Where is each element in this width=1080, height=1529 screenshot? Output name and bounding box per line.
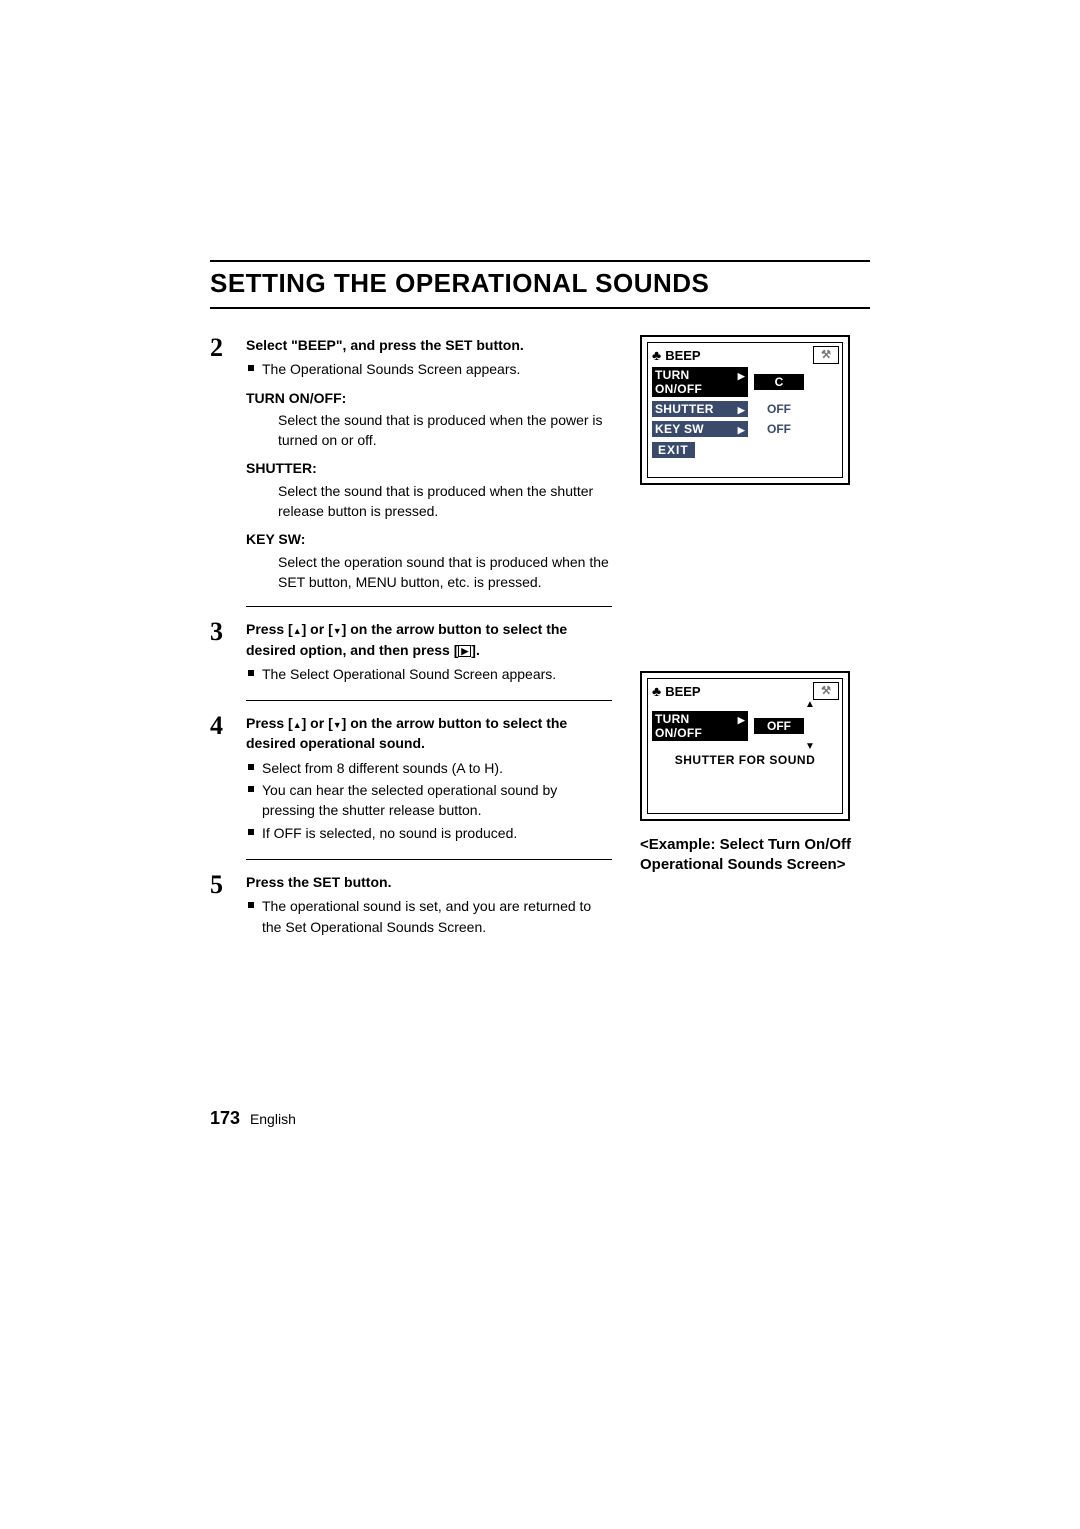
lcd-title: BEEP	[665, 684, 700, 699]
step-sep-3-4	[246, 700, 612, 701]
step-2-list: The Operational Sounds Screen appears.	[246, 359, 612, 379]
step-2-head: Select "BEEP", and press the SET button.	[246, 337, 524, 353]
lcd-row-keysw: KEY SW OFF	[648, 419, 842, 439]
def-shutter: SHUTTER: Select the sound that is produc…	[246, 458, 612, 521]
right-arrow-icon	[738, 712, 745, 740]
lcd-value: C	[754, 374, 804, 390]
page-number: 173	[210, 1108, 240, 1128]
def-label: KEY SW:	[246, 529, 612, 549]
step-number: 3	[210, 619, 232, 686]
step-4-head: Press [] or [] on the arrow button to se…	[246, 715, 567, 751]
tool-icon	[813, 346, 839, 364]
lcd-row-turnonoff: TURN ON/OFF OFF	[648, 709, 842, 743]
lcd-value: OFF	[754, 422, 804, 436]
step-5-head: Press the SET button.	[246, 874, 391, 890]
lcd-title-row: BEEP	[648, 343, 842, 365]
step-3-bullet: The Select Operational Sound Screen appe…	[246, 664, 612, 684]
step-3: 3 Press [] or [] on the arrow button to …	[210, 619, 612, 686]
down-arrow-icon	[333, 715, 342, 731]
def-label: SHUTTER:	[246, 458, 612, 478]
def-keysw: KEY SW: Select the operation sound that …	[246, 529, 612, 592]
step-5-b1: The operational sound is set, and you ar…	[246, 896, 612, 937]
up-caret-row: ▲	[648, 701, 842, 709]
step-5: 5 Press the SET button. The operational …	[210, 872, 612, 939]
step-4-b1: Select from 8 different sounds (A to H).	[246, 758, 612, 778]
lcd-mid-text: SHUTTER FOR SOUND	[648, 753, 842, 767]
step-4-list: Select from 8 different sounds (A to H).…	[246, 758, 612, 843]
down-arrow-icon	[333, 621, 342, 637]
right-arrow-icon	[738, 422, 745, 436]
txt: TURN ON/OFF	[655, 712, 738, 740]
right-arrow-icon	[738, 368, 745, 396]
right-arrow-box-icon: ▶	[458, 645, 471, 657]
def-label: TURN ON/OFF:	[246, 388, 612, 408]
step-sep-4-5	[246, 859, 612, 860]
lcd-exit: EXIT	[652, 442, 695, 458]
up-arrow-icon	[293, 621, 302, 637]
step-body: Press [] or [] on the arrow button to se…	[246, 713, 612, 845]
page-title: SETTING THE OPERATIONAL SOUNDS	[210, 268, 870, 299]
step-body: Press [] or [] on the arrow button to se…	[246, 619, 612, 686]
rule-top	[210, 260, 870, 262]
step-5-list: The operational sound is set, and you ar…	[246, 896, 612, 937]
club-icon	[652, 683, 661, 699]
step-number: 5	[210, 872, 232, 939]
spacer	[640, 499, 870, 671]
right-arrow-icon	[738, 402, 745, 416]
txt: ].	[471, 642, 480, 658]
txt: TURN ON/OFF	[655, 368, 738, 396]
def-body: Select the sound that is produced when t…	[246, 410, 612, 451]
lcd-row-turnonoff: TURN ON/OFF C	[648, 365, 842, 399]
step-4: 4 Press [] or [] on the arrow button to …	[210, 713, 612, 845]
txt: SHUTTER	[655, 402, 714, 416]
content-area: 2 Select "BEEP", and press the SET butto…	[210, 335, 870, 947]
lcd-label: SHUTTER	[652, 401, 748, 417]
lcd-title-row: BEEP	[648, 679, 842, 701]
left-column: 2 Select "BEEP", and press the SET butto…	[210, 335, 612, 947]
def-body: Select the operation sound that is produ…	[246, 552, 612, 593]
txt: ] or [	[302, 621, 333, 637]
step-3-list: The Select Operational Sound Screen appe…	[246, 664, 612, 684]
step-3-head: Press [] or [] on the arrow button to se…	[246, 621, 567, 657]
lcd-label: KEY SW	[652, 421, 748, 437]
step-body: Press the SET button. The operational so…	[246, 872, 612, 939]
lcd-title: BEEP	[665, 348, 700, 363]
step-4-b2: You can hear the selected operational so…	[246, 780, 612, 821]
lcd-label: TURN ON/OFF	[652, 711, 748, 741]
lcd-caption: <Example: Select Turn On/Off Operational…	[640, 835, 870, 874]
step-body: Select "BEEP", and press the SET button.…	[246, 335, 612, 592]
lcd-value: OFF	[754, 718, 804, 734]
club-icon	[652, 347, 661, 363]
step-number: 2	[210, 335, 232, 592]
def-body: Select the sound that is produced when t…	[246, 481, 612, 522]
lcd-inner: BEEP ▲ TURN ON/OFF OFF ▼ SHUTTER FOR SOU…	[647, 678, 843, 814]
txt: KEY SW	[655, 422, 704, 436]
step-sep-2-3	[246, 606, 612, 607]
lcd-value: OFF	[754, 402, 804, 416]
txt: Press [	[246, 715, 293, 731]
tool-icon	[813, 682, 839, 700]
page-footer: 173 English	[210, 1108, 296, 1129]
lcd-inner: BEEP TURN ON/OFF C SHUTTER OFF KEY SW OF…	[647, 342, 843, 478]
page-lang: English	[250, 1111, 296, 1127]
step-4-b3: If OFF is selected, no sound is produced…	[246, 823, 612, 843]
up-arrow-icon	[293, 715, 302, 731]
lcd-screen-2: BEEP ▲ TURN ON/OFF OFF ▼ SHUTTER FOR SOU…	[640, 671, 850, 821]
step-2: 2 Select "BEEP", and press the SET butto…	[210, 335, 612, 592]
lcd-row-shutter: SHUTTER OFF	[648, 399, 842, 419]
lcd-exit-row: EXIT	[648, 439, 842, 461]
def-turnonoff: TURN ON/OFF: Select the sound that is pr…	[246, 388, 612, 451]
down-caret-row: ▼	[648, 743, 842, 751]
txt: ] or [	[302, 715, 333, 731]
txt: Press [	[246, 621, 293, 637]
step-number: 4	[210, 713, 232, 845]
right-column: BEEP TURN ON/OFF C SHUTTER OFF KEY SW OF…	[640, 335, 870, 947]
lcd-label: TURN ON/OFF	[652, 367, 748, 397]
step-2-bullet: The Operational Sounds Screen appears.	[246, 359, 612, 379]
rule-under-title	[210, 307, 870, 309]
lcd-screen-1: BEEP TURN ON/OFF C SHUTTER OFF KEY SW OF…	[640, 335, 850, 485]
